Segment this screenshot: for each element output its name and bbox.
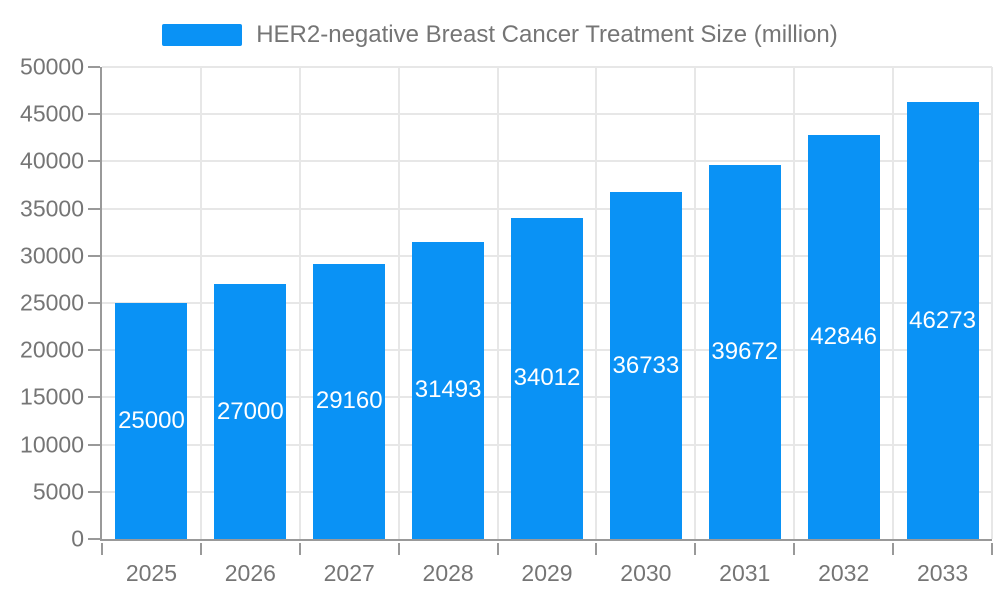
horizontal-gridline bbox=[102, 66, 992, 68]
y-tick-label: 35000 bbox=[20, 195, 84, 222]
bar-value-label: 34012 bbox=[513, 364, 581, 392]
bar[interactable]: 31493 bbox=[412, 241, 485, 539]
x-tick-label: 2027 bbox=[323, 560, 375, 586]
horizontal-gridline bbox=[102, 160, 992, 163]
vertical-gridline bbox=[595, 67, 598, 539]
bar[interactable]: 36733 bbox=[609, 192, 682, 539]
y-axis-tick bbox=[88, 254, 100, 257]
bar[interactable]: 27000 bbox=[214, 284, 287, 539]
legend-swatch bbox=[162, 24, 243, 46]
legend-label: HER2-negative Breast Cancer Treatment Si… bbox=[256, 21, 838, 48]
y-tick-label: 50000 bbox=[20, 53, 84, 80]
y-axis-tick bbox=[88, 349, 100, 352]
y-tick-label: 30000 bbox=[20, 242, 84, 269]
bar[interactable]: 25000 bbox=[115, 303, 188, 539]
x-axis-tick bbox=[101, 543, 103, 555]
vertical-gridline bbox=[793, 67, 796, 539]
y-tick-label: 0 bbox=[71, 525, 84, 552]
bar-value-label: 29160 bbox=[315, 387, 383, 415]
y-axis-tick bbox=[88, 66, 100, 68]
bar[interactable]: 39672 bbox=[708, 164, 781, 539]
legend[interactable]: HER2-negative Breast Cancer Treatment Si… bbox=[0, 21, 1000, 49]
bar[interactable]: 29160 bbox=[313, 263, 386, 539]
y-tick-label: 40000 bbox=[20, 147, 84, 174]
vertical-gridline bbox=[298, 67, 301, 539]
x-axis-tick bbox=[199, 543, 202, 555]
y-axis-tick bbox=[88, 443, 100, 446]
bar-value-label: 42846 bbox=[810, 322, 878, 350]
y-axis-tick bbox=[88, 538, 100, 540]
x-axis-tick bbox=[397, 543, 400, 555]
x-axis-tick bbox=[595, 543, 598, 555]
y-tick-label: 5000 bbox=[32, 478, 84, 505]
y-axis-tick bbox=[88, 302, 100, 304]
x-tick-label: 2026 bbox=[224, 560, 276, 586]
x-axis-tick bbox=[793, 543, 796, 555]
x-axis-tick bbox=[298, 543, 301, 555]
y-tick-label: 45000 bbox=[20, 100, 84, 127]
bar-value-label: 36733 bbox=[612, 351, 680, 379]
y-tick-label: 20000 bbox=[20, 336, 84, 363]
x-tick-label: 2025 bbox=[125, 560, 178, 586]
bar-value-label: 46273 bbox=[909, 306, 976, 334]
x-tick-label: 2033 bbox=[916, 560, 969, 586]
bar-value-label: 31493 bbox=[414, 376, 482, 404]
x-axis-tick bbox=[991, 543, 993, 555]
x-tick-label: 2032 bbox=[818, 560, 870, 586]
y-axis-tick bbox=[88, 113, 100, 116]
y-axis-tick bbox=[88, 490, 100, 493]
vertical-gridline bbox=[694, 67, 697, 539]
x-axis-tick bbox=[892, 543, 895, 555]
vertical-gridline bbox=[496, 67, 499, 539]
bar[interactable]: 46273 bbox=[906, 102, 979, 539]
bar[interactable]: 34012 bbox=[511, 217, 583, 539]
x-tick-label: 2028 bbox=[422, 560, 474, 586]
y-axis-tick bbox=[88, 207, 100, 210]
horizontal-gridline bbox=[102, 207, 992, 210]
plot-area: 0 5000 10000 15000 20000 25000 30000 35000 40000… bbox=[20, 54, 993, 586]
y-axis-tick bbox=[88, 160, 100, 163]
y-tick-label: 10000 bbox=[20, 431, 84, 458]
x-axis-tick bbox=[496, 543, 499, 555]
bar-value-label: 39672 bbox=[711, 337, 779, 365]
vertical-gridline bbox=[991, 67, 993, 539]
x-axis-tick bbox=[694, 543, 697, 555]
vertical-gridline bbox=[397, 67, 400, 539]
x-tick-label: 2029 bbox=[521, 560, 573, 586]
x-tick-label: 2031 bbox=[719, 560, 771, 586]
vertical-gridline bbox=[199, 67, 202, 539]
y-tick-label: 25000 bbox=[20, 289, 84, 316]
y-tick-label: 15000 bbox=[20, 383, 84, 410]
x-tick-label: 2030 bbox=[620, 560, 672, 586]
bar[interactable]: 42846 bbox=[807, 134, 880, 539]
bar-value-label: 25000 bbox=[118, 407, 185, 434]
vertical-gridline bbox=[892, 67, 895, 539]
horizontal-gridline bbox=[102, 113, 992, 116]
bar-value-label: 27000 bbox=[216, 397, 284, 425]
y-axis-tick bbox=[88, 396, 100, 399]
